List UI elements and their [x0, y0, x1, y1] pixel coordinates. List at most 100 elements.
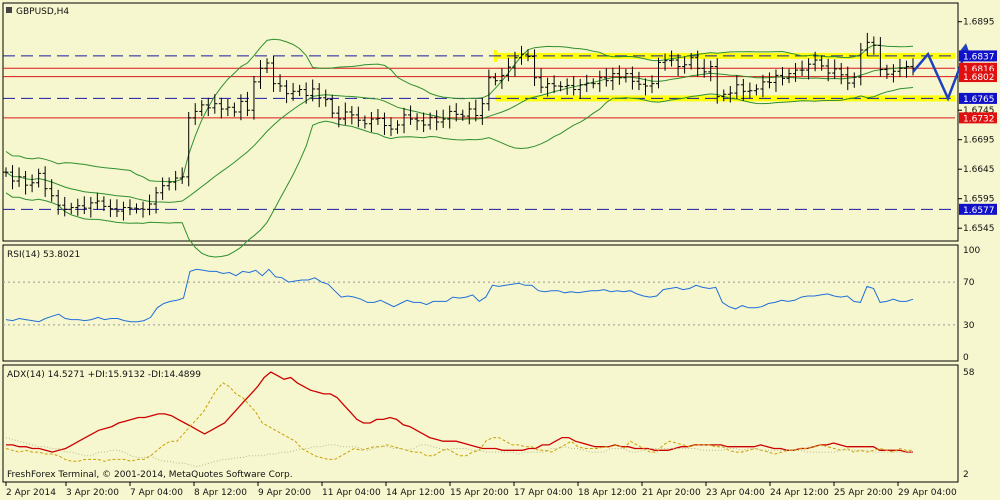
ohlc-bar [199, 100, 205, 117]
ohlc-bar [753, 84, 759, 96]
ohlc-bar [310, 79, 316, 102]
ohlc-bar [466, 101, 472, 125]
ohlc-bar [101, 196, 107, 212]
ohlc-bar [36, 168, 42, 188]
ohlc-bar [375, 109, 381, 125]
ohlc-bar [388, 117, 394, 137]
ohlc-bar [16, 167, 22, 187]
ohlc-bar [107, 199, 113, 217]
rsi-label: RSI(14) 53.8021 [7, 250, 80, 260]
forecast-path [912, 50, 968, 102]
main-panel-frame [2, 2, 959, 242]
ohlc-bar [701, 58, 707, 78]
price-axis-ticks: 1.6895 1.6745 1.6695 1.6645 1.6595 1.6545 [958, 18, 995, 234]
time-tick-label: 3 Apr 20:00 [66, 488, 119, 498]
price-label-text: 1.6765 [963, 95, 995, 105]
time-tick-label: 15 Apr 20:00 [450, 488, 509, 498]
ohlc-bar [773, 69, 779, 92]
ohlc-bar [271, 55, 277, 92]
ohlc-bar [238, 94, 244, 121]
ohlc-bar [871, 36, 877, 55]
ohlc-bar [512, 51, 518, 77]
lower-band-line [5, 87, 914, 258]
ohlc-bar [538, 68, 544, 94]
time-tick-label: 17 Apr 04:00 [514, 488, 573, 498]
ohlc-bar [629, 66, 635, 90]
ohlc-bar [597, 70, 603, 92]
ohlc-bar [160, 177, 166, 200]
ohlc-bar [838, 63, 844, 85]
price-label-box [959, 203, 997, 215]
ohlc-bar [134, 203, 140, 214]
ohlc-bar [864, 32, 870, 56]
time-tick-label: 24 Apr 12:00 [770, 488, 829, 498]
ohlc-bar [368, 111, 374, 133]
ohlc-bar [858, 42, 864, 86]
price-label-box [959, 71, 997, 83]
rsi-tick-label: 0 [963, 353, 969, 363]
rsi-tick-label: 100 [963, 246, 980, 256]
ohlc-bar [114, 199, 120, 217]
ohlc-bar [186, 111, 192, 187]
ohlc-bar [3, 167, 9, 177]
price-label-text: 1.6732 [963, 114, 995, 124]
price-label-text: 1.6816 [963, 65, 995, 75]
ohlc-bar [414, 113, 420, 131]
adx-line [6, 371, 913, 453]
ohlc-bar [447, 105, 453, 129]
ohlc-bar [460, 109, 466, 121]
ohlc-bar [727, 86, 733, 103]
price-label-text: 1.6802 [963, 73, 995, 83]
ohlc-bar [832, 59, 838, 79]
ohlc-bar [362, 115, 368, 129]
price-tick-label: 1.6645 [963, 165, 995, 175]
time-tick-label: 21 Apr 20:00 [642, 488, 701, 498]
ohlc-bar [845, 66, 851, 91]
ohlc-bar [740, 78, 746, 101]
ohlc-bar [140, 201, 146, 218]
ohlc-bar [42, 166, 48, 197]
ohlc-bar [603, 68, 609, 87]
ohlc-bar [662, 53, 668, 71]
price-label-box [959, 92, 997, 104]
ohlc-bar [205, 97, 211, 117]
ohlc-bar [577, 78, 583, 99]
ohlc-bar [329, 94, 335, 118]
adx-tick-label: 2 [963, 470, 969, 480]
ohlc-bar [505, 57, 511, 82]
ohlc-bar [714, 58, 720, 104]
ohlc-bar [29, 174, 35, 193]
rsi-indicator: 100 70 30 0 [3, 246, 980, 363]
rsi-tick-label: 70 [963, 278, 975, 288]
ohlc-bar [564, 78, 570, 95]
ohlc-bar [127, 199, 133, 216]
ohlc-bar [558, 81, 564, 92]
price-tick-label: 1.6595 [963, 195, 995, 205]
ohlc-bar [642, 78, 648, 96]
ohlc-bar [401, 107, 407, 134]
middle-band-line [5, 66, 914, 203]
rsi-tick-label: 30 [963, 321, 975, 331]
ohlc-bar [656, 57, 662, 89]
ohlc-bar [492, 73, 498, 86]
ohlc-bar [244, 91, 250, 117]
ohlc-bar [669, 50, 675, 67]
time-tick-label: 25 Apr 20:00 [834, 488, 893, 498]
ohlc-bar [290, 83, 296, 101]
ohlc-bar [55, 189, 61, 215]
ohlc-bar [479, 97, 485, 125]
copyright-footer: FreshForex Terminal, © 2001-2014, MetaQu… [7, 470, 293, 480]
price-label-text: 1.6577 [963, 206, 995, 216]
title-icon [6, 7, 12, 13]
ohlc-bar [551, 75, 557, 94]
ohlc-bar [590, 78, 596, 89]
ohlc-bar [766, 72, 772, 89]
price-label-box [959, 62, 997, 74]
ohlc-bar [688, 52, 694, 70]
ohlc-bar [81, 196, 87, 215]
ohlc-bar [884, 64, 890, 79]
price-label-box [959, 112, 997, 124]
ohlc-bar [616, 65, 622, 85]
